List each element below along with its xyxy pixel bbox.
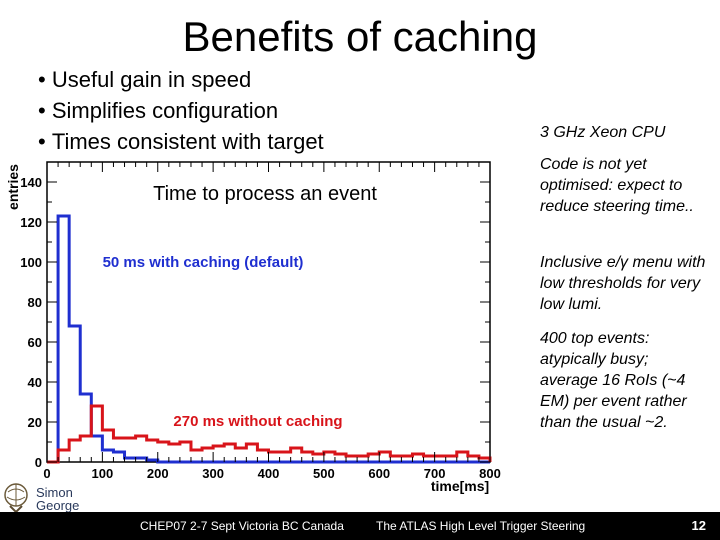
y-axis-label: entries [5, 164, 21, 210]
note-top-events: 400 top events: atypically busy; average… [540, 330, 687, 431]
x-tick-label: 700 [424, 466, 446, 481]
x-axis-label: time[ms] [431, 478, 489, 494]
bullet-item: Simplifies configuration [38, 95, 324, 126]
y-tick-label: 0 [35, 455, 42, 470]
y-tick-label: 120 [20, 215, 42, 230]
x-tick-label: 500 [313, 466, 335, 481]
histogram-chart: 0 20 40 60 80 100 120 140 0 100 200 300 400 500 600 700… [5, 161, 501, 494]
bullet-list: Useful gain in speed Simplifies configur… [38, 64, 324, 157]
x-tick-label: 600 [368, 466, 390, 481]
footer-talk-title: The ATLAS High Level Trigger Steering [376, 519, 586, 533]
page-number: 12 [691, 518, 706, 533]
chart-title: Time to process an event [153, 183, 377, 205]
bullet-item: Times consistent with target [38, 126, 324, 157]
x-tick-label: 100 [92, 466, 114, 481]
y-tick-label: 40 [28, 375, 42, 390]
x-tick-label: 300 [202, 466, 224, 481]
footer-conference: CHEP07 2-7 Sept Victoria BC Canada [140, 519, 344, 533]
x-tick-label: 400 [258, 466, 280, 481]
author-last: George [36, 498, 80, 513]
series-line-1 [47, 404, 492, 464]
series-line-0 [47, 214, 490, 464]
series-label-caching: 50 ms with caching (default) [103, 254, 304, 271]
series-label-no-caching: 270 ms without caching [173, 413, 342, 430]
bullet-item: Useful gain in speed [38, 64, 324, 95]
y-tick-label: 60 [28, 335, 42, 350]
x-tick-label: 0 [43, 466, 50, 481]
x-tick-label: 200 [147, 466, 169, 481]
y-tick-label: 140 [20, 175, 42, 190]
note-menu: Inclusive e/γ menu with low thresholds f… [540, 254, 706, 313]
note-cpu: 3 GHz Xeon CPU [540, 124, 666, 141]
y-tick-label: 20 [28, 415, 42, 430]
y-tick-label: 80 [28, 295, 42, 310]
footer-bar: CHEP07 2-7 Sept Victoria BC Canada The A… [0, 512, 720, 540]
author-first: Simon [36, 485, 73, 500]
y-tick-label: 100 [20, 255, 42, 270]
author-name: Simon George [36, 486, 79, 512]
x-tick-label: 800 [479, 466, 501, 481]
note-optimisation: Code is not yet optimised: expect to red… [540, 156, 694, 215]
slide-title: Benefits of caching [182, 13, 538, 60]
